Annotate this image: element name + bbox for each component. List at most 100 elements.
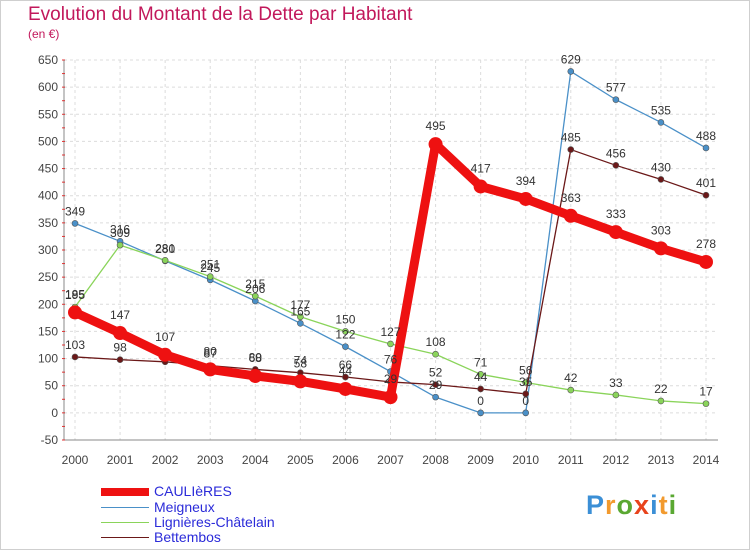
data-point[interactable] (71, 353, 79, 361)
legend-item-bettembos[interactable]: Bettembos (101, 529, 401, 546)
legend-item-lignieres[interactable]: Lignières-Châtelain (101, 514, 401, 531)
data-point[interactable] (699, 254, 713, 269)
proxiti-logo: Proxiti (586, 490, 677, 521)
data-point[interactable] (702, 191, 710, 199)
x-tick-label: 2001 (107, 453, 134, 467)
y-tick-label: 300 (38, 243, 58, 257)
data-label: 0 (522, 394, 529, 408)
data-point[interactable] (477, 409, 484, 417)
data-label: 17 (699, 385, 713, 399)
data-point[interactable] (702, 144, 710, 152)
y-tick-label: 0 (51, 406, 58, 420)
data-label: 29 (384, 372, 398, 386)
data-point[interactable] (432, 381, 439, 388)
legend-label-lignieres: Lignières-Châtelain (154, 514, 275, 530)
legend-swatch-meigneux (101, 507, 149, 508)
data-point[interactable] (342, 373, 349, 381)
x-tick-label: 2011 (558, 453, 584, 467)
data-point[interactable] (522, 409, 530, 417)
data-point[interactable] (432, 350, 439, 358)
data-point[interactable] (702, 400, 710, 407)
data-label: 363 (561, 191, 581, 205)
data-label: 430 (651, 160, 671, 174)
data-point[interactable] (428, 137, 443, 152)
data-label: 456 (606, 146, 626, 160)
data-label: 127 (380, 325, 400, 339)
data-label: 147 (110, 308, 130, 322)
data-label: 417 (471, 161, 491, 175)
data-point[interactable] (567, 68, 575, 75)
data-label: 177 (290, 298, 310, 312)
data-point[interactable] (657, 397, 665, 405)
data-point[interactable] (387, 340, 394, 348)
data-label: 108 (426, 335, 446, 349)
data-label: 42 (564, 371, 578, 385)
x-tick-label: 2007 (377, 453, 404, 467)
data-label: 22 (654, 382, 668, 396)
data-label: 195 (65, 288, 85, 302)
data-point[interactable] (563, 208, 578, 223)
data-point[interactable] (158, 347, 173, 362)
legend-item-cauliere[interactable]: CAULIèRES (101, 483, 401, 500)
x-tick-label: 2014 (693, 453, 720, 467)
data-label: 280 (155, 242, 175, 256)
x-tick-label: 2010 (512, 453, 539, 467)
x-tick-label: 2003 (197, 453, 224, 467)
data-label: 206 (245, 282, 265, 296)
data-label: 215 (245, 277, 265, 291)
data-point[interactable] (567, 146, 575, 153)
data-label: 401 (696, 176, 716, 190)
data-point[interactable] (206, 273, 214, 280)
data-label: 316 (110, 222, 130, 236)
data-point[interactable] (248, 368, 263, 383)
data-point[interactable] (612, 96, 620, 103)
data-point[interactable] (477, 371, 484, 378)
y-tick-label: 600 (38, 80, 58, 94)
unit-label: (en €) (28, 27, 60, 41)
y-tick-label: 500 (38, 134, 58, 148)
data-point[interactable] (342, 343, 349, 350)
legend-item-meigneux[interactable]: Meigneux (101, 499, 401, 516)
data-point[interactable] (161, 257, 169, 264)
data-label: 68 (249, 351, 263, 365)
logo-letter: P (586, 490, 606, 520)
data-point[interactable] (518, 191, 533, 206)
data-point[interactable] (113, 326, 128, 341)
data-point[interactable] (116, 241, 124, 249)
data-point[interactable] (68, 305, 82, 320)
data-point[interactable] (383, 390, 398, 405)
x-tick-label: 2000 (62, 453, 89, 467)
data-point[interactable] (567, 386, 575, 394)
logo-letter: x (634, 490, 651, 520)
data-point[interactable] (116, 356, 124, 363)
data-point[interactable] (612, 162, 620, 169)
data-label: 80 (249, 350, 263, 364)
data-point[interactable] (71, 220, 79, 227)
data-point[interactable] (612, 391, 620, 399)
data-point[interactable] (251, 292, 259, 300)
data-point[interactable] (203, 362, 218, 377)
data-point[interactable] (342, 328, 349, 335)
data-point[interactable] (653, 241, 668, 256)
data-label: 0 (477, 394, 484, 408)
legend-label-meigneux: Meigneux (154, 499, 215, 515)
data-point[interactable] (477, 385, 484, 393)
data-label: 87 (204, 347, 218, 361)
data-point[interactable] (338, 381, 353, 396)
data-point[interactable] (473, 179, 488, 194)
data-point[interactable] (522, 390, 530, 398)
data-point[interactable] (608, 225, 623, 240)
data-label: 394 (516, 174, 536, 188)
data-point[interactable] (432, 393, 439, 401)
data-point[interactable] (293, 374, 308, 389)
data-point[interactable] (657, 176, 665, 183)
logo-letter: i (650, 490, 659, 520)
data-point[interactable] (297, 319, 304, 327)
legend-swatch-cauliere (101, 488, 149, 496)
data-label: 66 (339, 358, 353, 372)
data-point[interactable] (657, 119, 665, 126)
data-label: 278 (696, 237, 716, 251)
data-point[interactable] (297, 313, 304, 321)
logo-letter: t (658, 490, 669, 520)
